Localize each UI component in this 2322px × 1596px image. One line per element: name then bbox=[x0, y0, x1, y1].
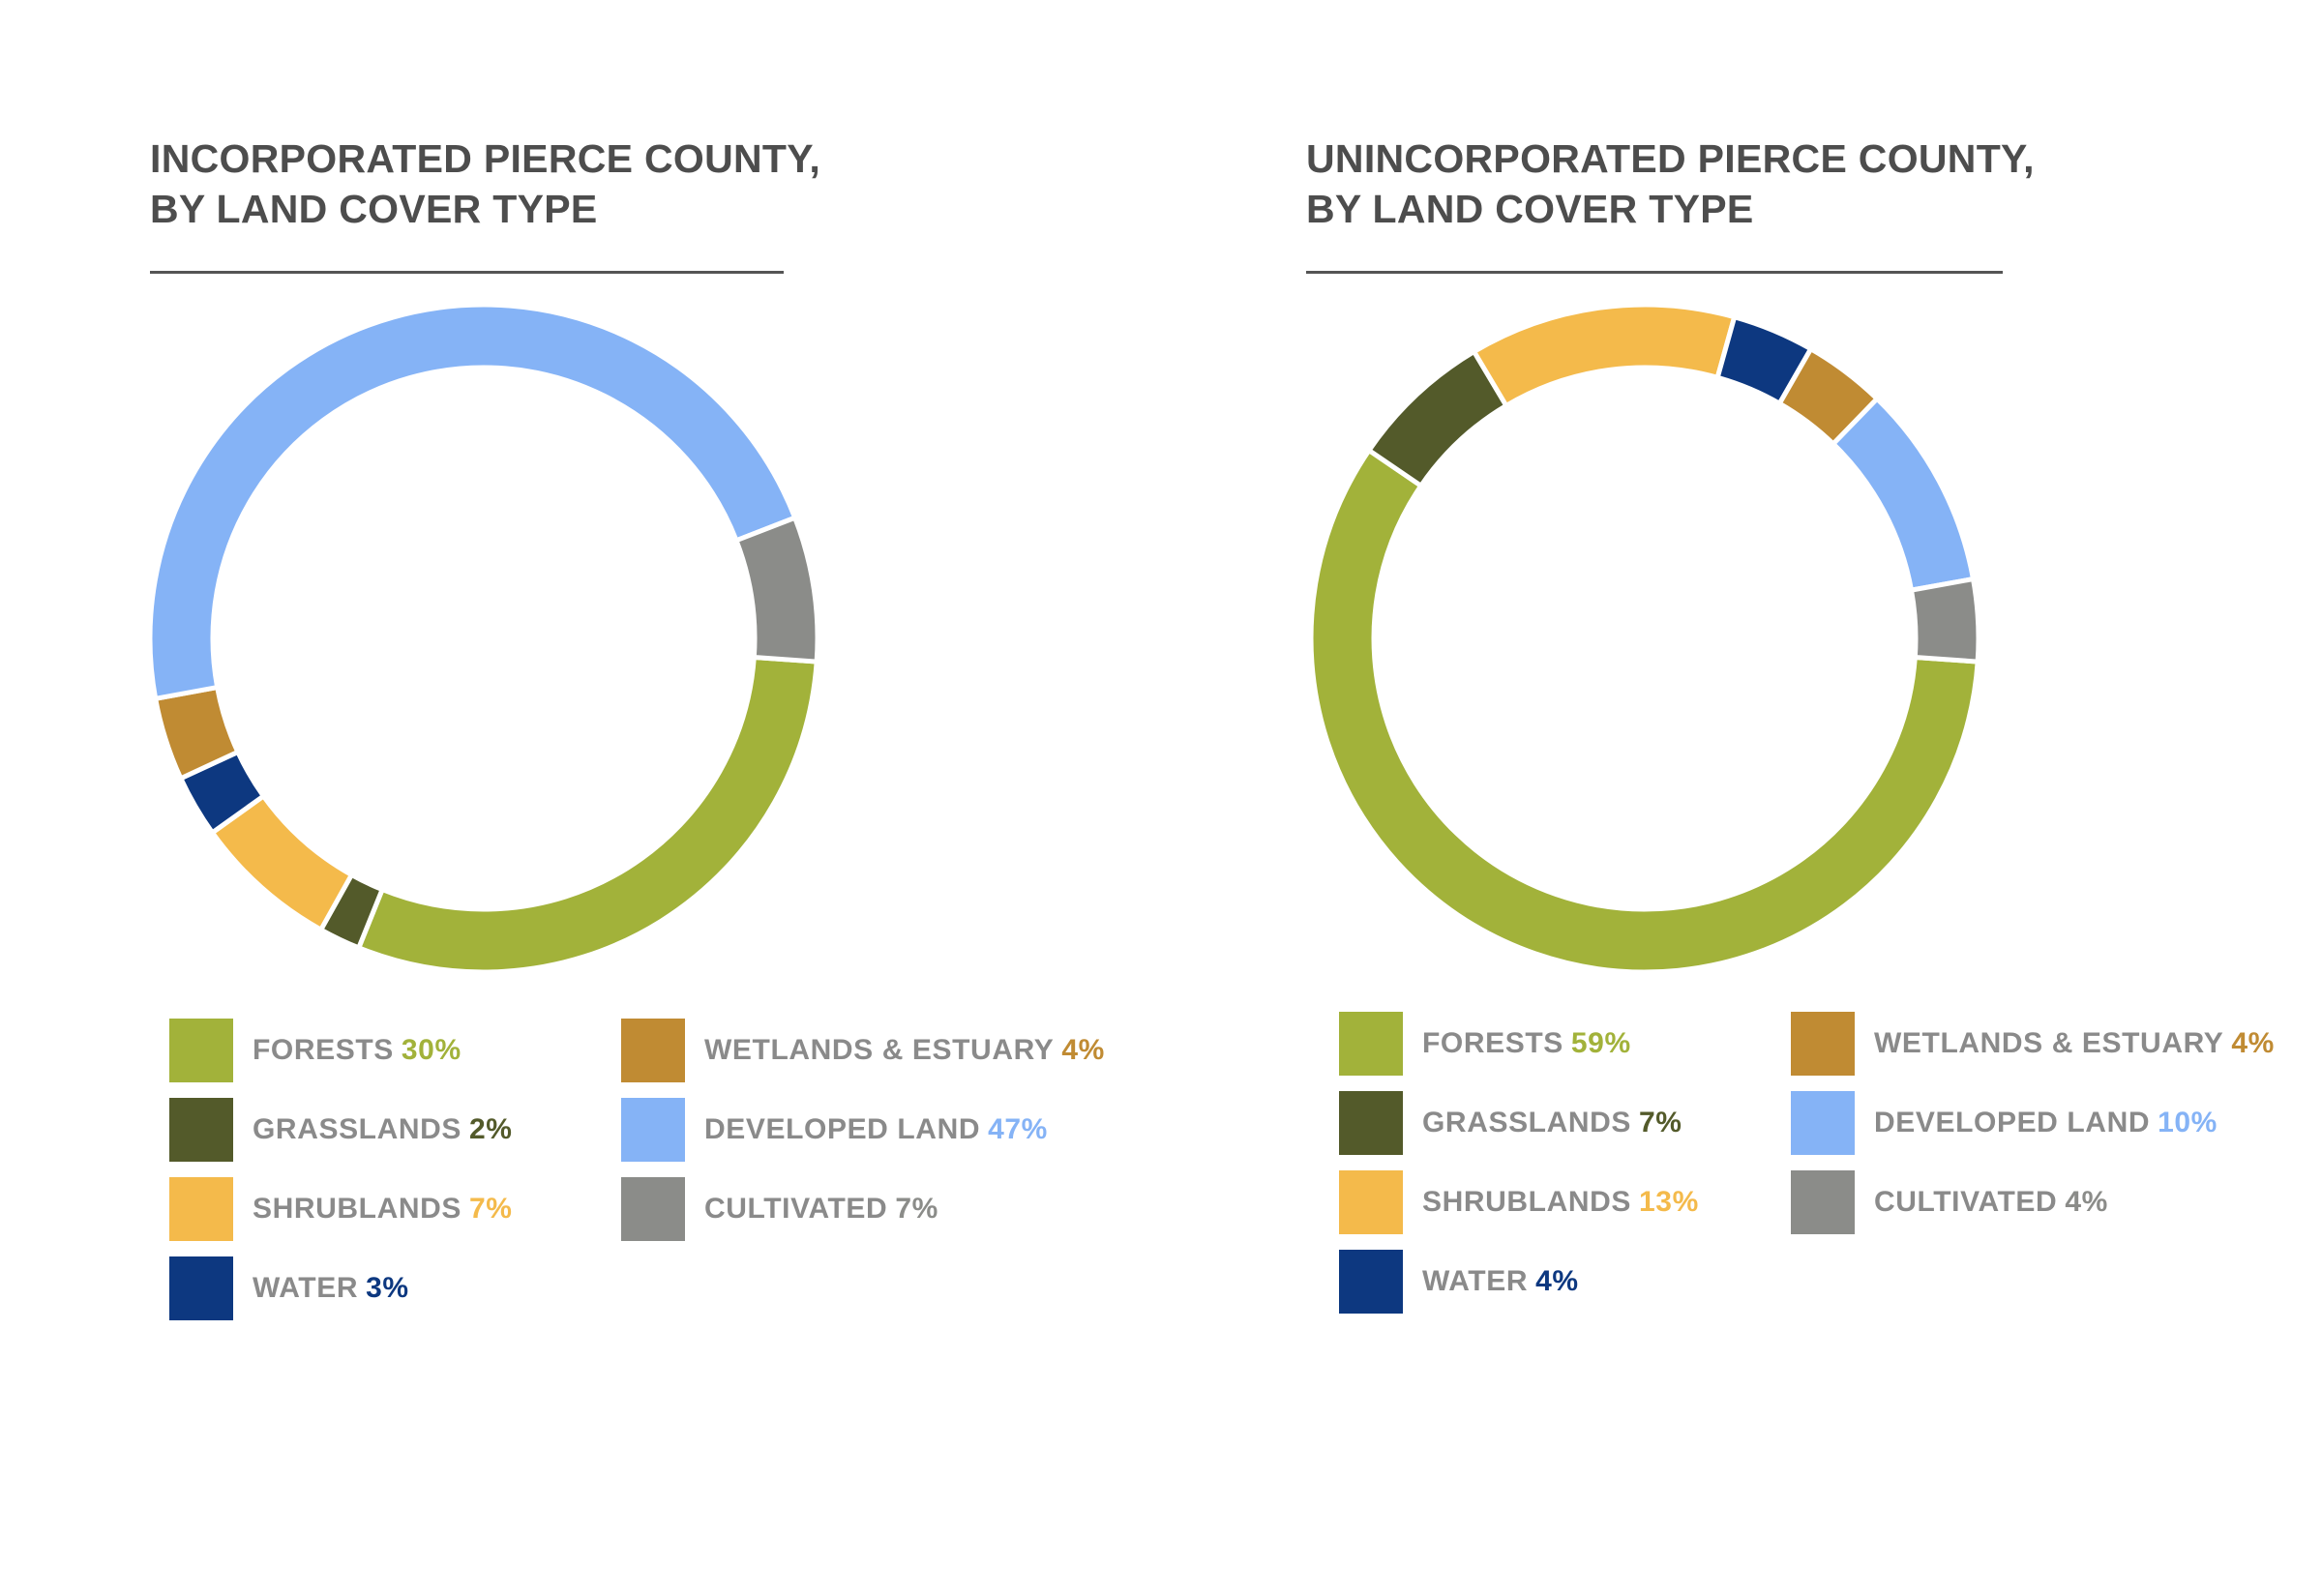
legend-swatch bbox=[1791, 1170, 1855, 1234]
legend-item-shrublands: SHRUBLANDS 13% bbox=[1339, 1170, 1699, 1234]
legend-swatch bbox=[621, 1019, 685, 1082]
legend-value: 7% bbox=[1639, 1107, 1682, 1138]
legend-item-cultivated: CULTIVATED 7% bbox=[621, 1177, 938, 1241]
legend-label: GRASSLANDS 2% bbox=[253, 1113, 513, 1146]
legend-value: 59% bbox=[1570, 1027, 1631, 1059]
legend-value: 13% bbox=[1639, 1186, 1699, 1218]
legend-label: FORESTS 30% bbox=[253, 1034, 461, 1067]
legend-label: WETLANDS & ESTUARY 4% bbox=[1874, 1027, 2275, 1060]
legend-item-grasslands: GRASSLANDS 2% bbox=[169, 1098, 513, 1162]
legend-item-forests: FORESTS 30% bbox=[169, 1019, 461, 1082]
legend-category: DEVELOPED LAND bbox=[704, 1113, 981, 1145]
incorporated-donut-chart bbox=[147, 302, 820, 975]
legend-item-wetlands-and-estuary: WETLANDS & ESTUARY 4% bbox=[1791, 1012, 2275, 1076]
legend-value: 2% bbox=[469, 1113, 513, 1145]
legend-category: WATER bbox=[253, 1272, 359, 1304]
legend-category: CULTIVATED bbox=[1874, 1186, 2058, 1218]
legend-swatch bbox=[1339, 1250, 1403, 1314]
legend-label: DEVELOPED LAND 10% bbox=[1874, 1107, 2218, 1139]
legend-label: CULTIVATED 7% bbox=[704, 1193, 938, 1226]
slice-forests bbox=[356, 655, 819, 975]
legend-swatch bbox=[169, 1019, 233, 1082]
legend-swatch bbox=[1339, 1012, 1403, 1076]
legend-label: SHRUBLANDS 7% bbox=[253, 1193, 513, 1226]
legend-value: 7% bbox=[469, 1193, 513, 1225]
legend-swatch bbox=[1339, 1091, 1403, 1155]
legend-value: 30% bbox=[401, 1034, 461, 1066]
unincorporated-donut-chart bbox=[1308, 302, 1981, 975]
legend-swatch bbox=[621, 1098, 685, 1162]
legend-category: CULTIVATED bbox=[704, 1193, 888, 1225]
legend-item-forests: FORESTS 59% bbox=[1339, 1012, 1631, 1076]
legend-value: 3% bbox=[366, 1272, 409, 1304]
legend-category: GRASSLANDS bbox=[1422, 1107, 1632, 1138]
legend-swatch bbox=[1791, 1012, 1855, 1076]
title-line2: BY LAND COVER TYPE bbox=[150, 187, 598, 231]
legend-category: GRASSLANDS bbox=[253, 1113, 462, 1145]
legend-item-developed-land: DEVELOPED LAND 10% bbox=[1791, 1091, 2218, 1155]
legend-label: SHRUBLANDS 13% bbox=[1422, 1186, 1699, 1219]
legend-label: WATER 4% bbox=[1422, 1265, 1579, 1298]
slice-shrublands bbox=[1472, 302, 1738, 408]
legend-category: FORESTS bbox=[253, 1034, 394, 1066]
title-divider bbox=[150, 271, 784, 274]
legend-item-wetlands-and-estuary: WETLANDS & ESTUARY 4% bbox=[621, 1019, 1105, 1082]
legend-category: WETLANDS & ESTUARY bbox=[1874, 1027, 2224, 1059]
legend-category: FORESTS bbox=[1422, 1027, 1563, 1059]
title-divider bbox=[1306, 271, 2003, 274]
legend-value: 7% bbox=[895, 1193, 938, 1225]
legend-value: 4% bbox=[1061, 1034, 1105, 1066]
legend-value: 4% bbox=[2231, 1027, 2275, 1059]
legend-label: GRASSLANDS 7% bbox=[1422, 1107, 1682, 1139]
legend-swatch bbox=[169, 1256, 233, 1320]
legend-swatch bbox=[1339, 1170, 1403, 1234]
legend-value: 4% bbox=[1535, 1265, 1579, 1297]
title-rest: PIERCE COUNTY, bbox=[483, 136, 821, 181]
legend-category: WATER bbox=[1422, 1265, 1529, 1297]
legend-swatch bbox=[169, 1177, 233, 1241]
legend-label: CULTIVATED 4% bbox=[1874, 1186, 2108, 1219]
legend-item-shrublands: SHRUBLANDS 7% bbox=[169, 1177, 513, 1241]
legend-swatch bbox=[169, 1098, 233, 1162]
legend-label: WATER 3% bbox=[253, 1272, 409, 1305]
legend-swatch bbox=[621, 1177, 685, 1241]
title-rest: PIERCE COUNTY, bbox=[1697, 136, 2035, 181]
legend-item-grasslands: GRASSLANDS 7% bbox=[1339, 1091, 1682, 1155]
incorporated-panel: INCORPORATED PIERCE COUNTY, BY LAND COVE… bbox=[147, 133, 1105, 1320]
slice-forests bbox=[1308, 448, 1980, 975]
legend-category: SHRUBLANDS bbox=[1422, 1186, 1631, 1218]
legend-value: 10% bbox=[2158, 1107, 2218, 1138]
incorporated-chart-title: INCORPORATED PIERCE COUNTY, BY LAND COVE… bbox=[150, 133, 820, 234]
legend-swatch bbox=[1791, 1091, 1855, 1155]
legend-label: DEVELOPED LAND 47% bbox=[704, 1113, 1048, 1146]
legend-item-water: WATER 4% bbox=[1339, 1250, 1579, 1314]
unincorporated-panel: UNINCORPORATED PIERCE COUNTY, BY LAND CO… bbox=[1161, 0, 2322, 1596]
legend-category: DEVELOPED LAND bbox=[1874, 1107, 2151, 1138]
slice-cultivated bbox=[733, 515, 820, 665]
slice-developed-land bbox=[1831, 396, 1976, 593]
title-bold: UNINCORPORATED bbox=[1306, 136, 1686, 181]
legend-item-water: WATER 3% bbox=[169, 1256, 409, 1320]
legend-label: WETLANDS & ESTUARY 4% bbox=[704, 1034, 1105, 1067]
legend-value: 4% bbox=[2065, 1186, 2108, 1218]
slice-cultivated bbox=[1909, 576, 1981, 665]
legend-item-cultivated: CULTIVATED 4% bbox=[1791, 1170, 2108, 1234]
legend-category: SHRUBLANDS bbox=[253, 1193, 461, 1225]
legend-category: WETLANDS & ESTUARY bbox=[704, 1034, 1055, 1066]
title-bold: INCORPORATED bbox=[150, 136, 473, 181]
legend-label: FORESTS 59% bbox=[1422, 1027, 1631, 1060]
unincorporated-chart-title: UNINCORPORATED PIERCE COUNTY, BY LAND CO… bbox=[1306, 133, 2035, 234]
legend-item-developed-land: DEVELOPED LAND 47% bbox=[621, 1098, 1048, 1162]
legend-value: 47% bbox=[988, 1113, 1048, 1145]
title-line2: BY LAND COVER TYPE bbox=[1306, 187, 1754, 231]
slice-developed-land bbox=[147, 302, 798, 701]
